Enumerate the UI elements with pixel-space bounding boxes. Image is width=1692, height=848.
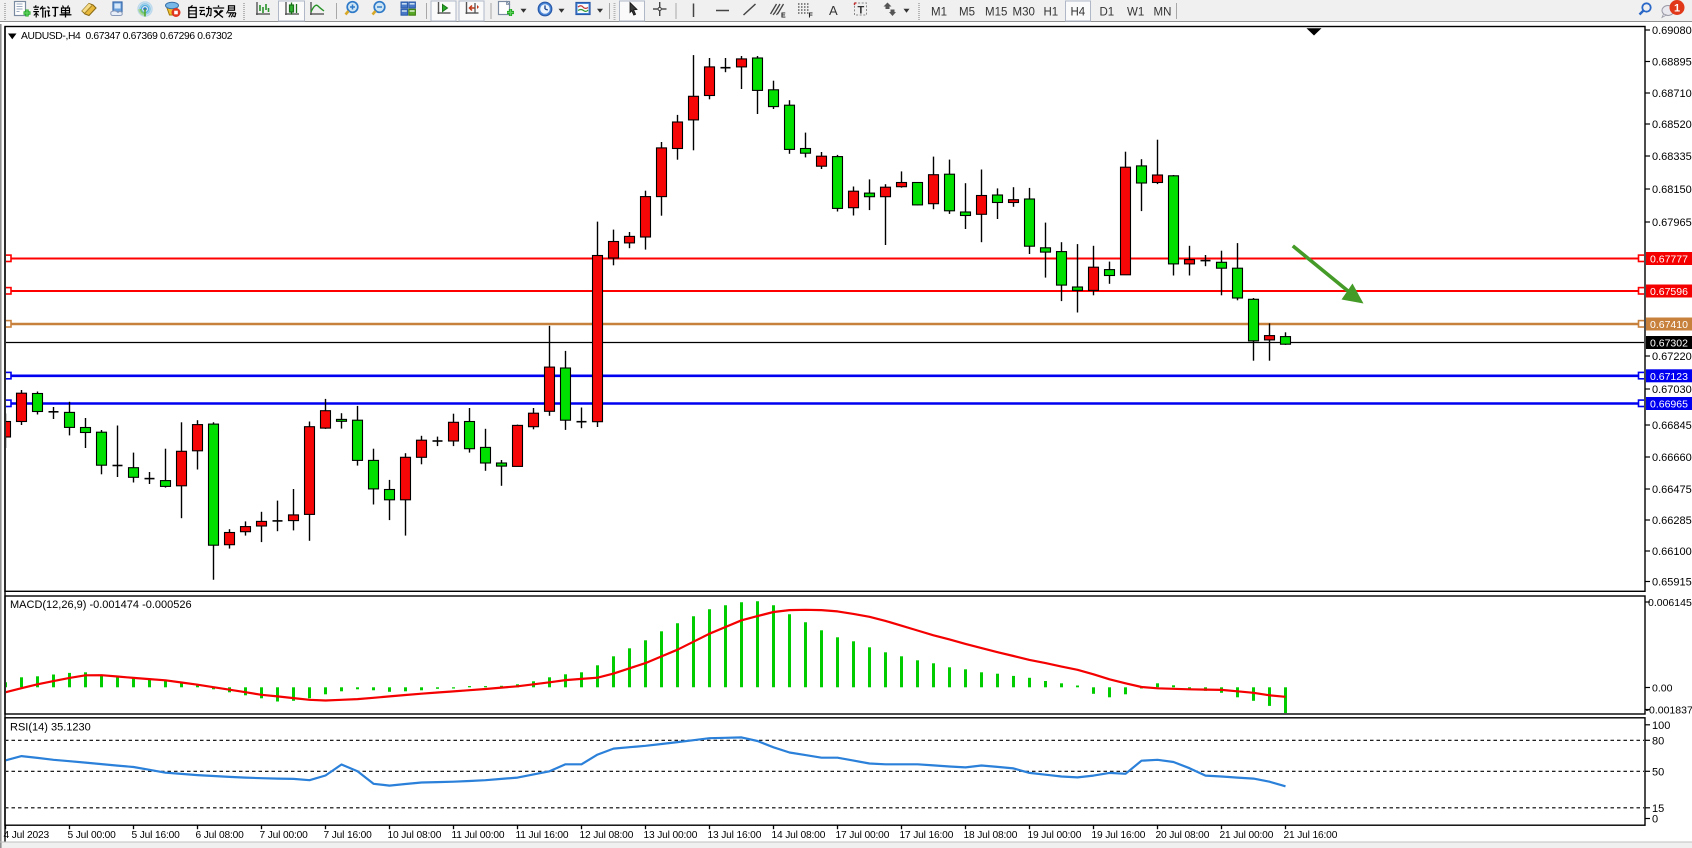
- svg-text:4 Jul 2023: 4 Jul 2023: [4, 830, 50, 841]
- svg-text:0.67777: 0.67777: [1650, 254, 1688, 266]
- svg-text:50: 50: [1652, 766, 1664, 778]
- svg-text:19 Jul 00:00: 19 Jul 00:00: [1028, 830, 1082, 841]
- svg-text:E: E: [781, 13, 786, 20]
- svg-text:T: T: [858, 5, 865, 17]
- svg-text:0.66100: 0.66100: [1652, 546, 1692, 558]
- svg-text:13 Jul 16:00: 13 Jul 16:00: [708, 830, 762, 841]
- svg-text:0.69080: 0.69080: [1652, 25, 1692, 37]
- svg-text:0.68895: 0.68895: [1652, 57, 1692, 69]
- svg-text:M5: M5: [959, 7, 975, 19]
- svg-text:11 Jul 16:00: 11 Jul 16:00: [516, 830, 569, 841]
- svg-text:F: F: [809, 13, 814, 20]
- svg-text:0.66845: 0.66845: [1652, 420, 1692, 432]
- svg-text:0: 0: [1652, 814, 1658, 826]
- svg-text:20 Jul 08:00: 20 Jul 08:00: [1156, 830, 1210, 841]
- svg-text:0.67220: 0.67220: [1652, 351, 1692, 363]
- svg-text:0.65915: 0.65915: [1652, 577, 1692, 589]
- svg-text:A: A: [829, 3, 838, 18]
- svg-text:17 Jul 00:00: 17 Jul 00:00: [836, 830, 890, 841]
- svg-text:D1: D1: [1100, 7, 1115, 19]
- svg-text:-0.001837: -0.001837: [1646, 705, 1692, 717]
- svg-text:M30: M30: [1013, 7, 1035, 19]
- svg-text:7 Jul 16:00: 7 Jul 16:00: [324, 830, 373, 841]
- svg-text:H4: H4: [1071, 7, 1086, 19]
- svg-text:13 Jul 00:00: 13 Jul 00:00: [644, 830, 698, 841]
- svg-text:RSI(14) 35.1230: RSI(14) 35.1230: [10, 722, 91, 734]
- svg-text:15: 15: [1652, 803, 1664, 815]
- svg-text:6 Jul 08:00: 6 Jul 08:00: [196, 830, 245, 841]
- svg-text:M1: M1: [931, 7, 947, 19]
- svg-text:0.67965: 0.67965: [1652, 217, 1692, 229]
- svg-text:18 Jul 08:00: 18 Jul 08:00: [964, 830, 1018, 841]
- svg-text:0.67302: 0.67302: [1650, 338, 1688, 350]
- svg-text:M15: M15: [985, 7, 1007, 19]
- svg-text:0.67596: 0.67596: [1650, 286, 1688, 298]
- svg-text:0.68520: 0.68520: [1652, 119, 1692, 131]
- svg-text:0.006145: 0.006145: [1648, 597, 1692, 609]
- svg-text:11 Jul 00:00: 11 Jul 00:00: [452, 830, 505, 841]
- svg-text:0.66475: 0.66475: [1652, 484, 1692, 496]
- svg-text:0.68335: 0.68335: [1652, 151, 1692, 163]
- svg-text:0.66285: 0.66285: [1652, 515, 1692, 527]
- svg-text:5 Jul 16:00: 5 Jul 16:00: [132, 830, 181, 841]
- svg-text:0.66660: 0.66660: [1652, 452, 1692, 464]
- svg-text:0.66965: 0.66965: [1650, 399, 1688, 411]
- svg-text:AUDUSD-,H4 0.67347 0.67369 0.: AUDUSD-,H4 0.67347 0.67369 0.67296 0.673…: [21, 31, 233, 42]
- svg-text:MACD(12,26,9) -0.001474 -0.000: MACD(12,26,9) -0.001474 -0.000526: [10, 599, 192, 611]
- svg-text:10 Jul 08:00: 10 Jul 08:00: [388, 830, 442, 841]
- svg-text:14 Jul 08:00: 14 Jul 08:00: [772, 830, 826, 841]
- svg-text:80: 80: [1652, 735, 1664, 747]
- svg-text:17 Jul 16:00: 17 Jul 16:00: [900, 830, 954, 841]
- svg-text:H1: H1: [1044, 7, 1059, 19]
- svg-text:12 Jul 08:00: 12 Jul 08:00: [580, 830, 634, 841]
- svg-text:19 Jul 16:00: 19 Jul 16:00: [1092, 830, 1146, 841]
- svg-text:0.67410: 0.67410: [1650, 319, 1688, 331]
- svg-text:W1: W1: [1127, 7, 1144, 19]
- svg-text:MN: MN: [1154, 7, 1172, 19]
- svg-text:21 Jul 16:00: 21 Jul 16:00: [1284, 830, 1338, 841]
- svg-text:0.67030: 0.67030: [1652, 384, 1692, 396]
- svg-text:0.68710: 0.68710: [1652, 88, 1692, 100]
- svg-text:1: 1: [1674, 3, 1680, 15]
- svg-text:0.68150: 0.68150: [1652, 184, 1692, 196]
- svg-text:7 Jul 00:00: 7 Jul 00:00: [260, 830, 309, 841]
- svg-text:5 Jul 00:00: 5 Jul 00:00: [68, 830, 117, 841]
- svg-text:21 Jul 00:00: 21 Jul 00:00: [1220, 830, 1274, 841]
- svg-text:0.67123: 0.67123: [1650, 371, 1688, 383]
- svg-text:0.00: 0.00: [1652, 683, 1673, 695]
- svg-text:100: 100: [1652, 720, 1670, 732]
